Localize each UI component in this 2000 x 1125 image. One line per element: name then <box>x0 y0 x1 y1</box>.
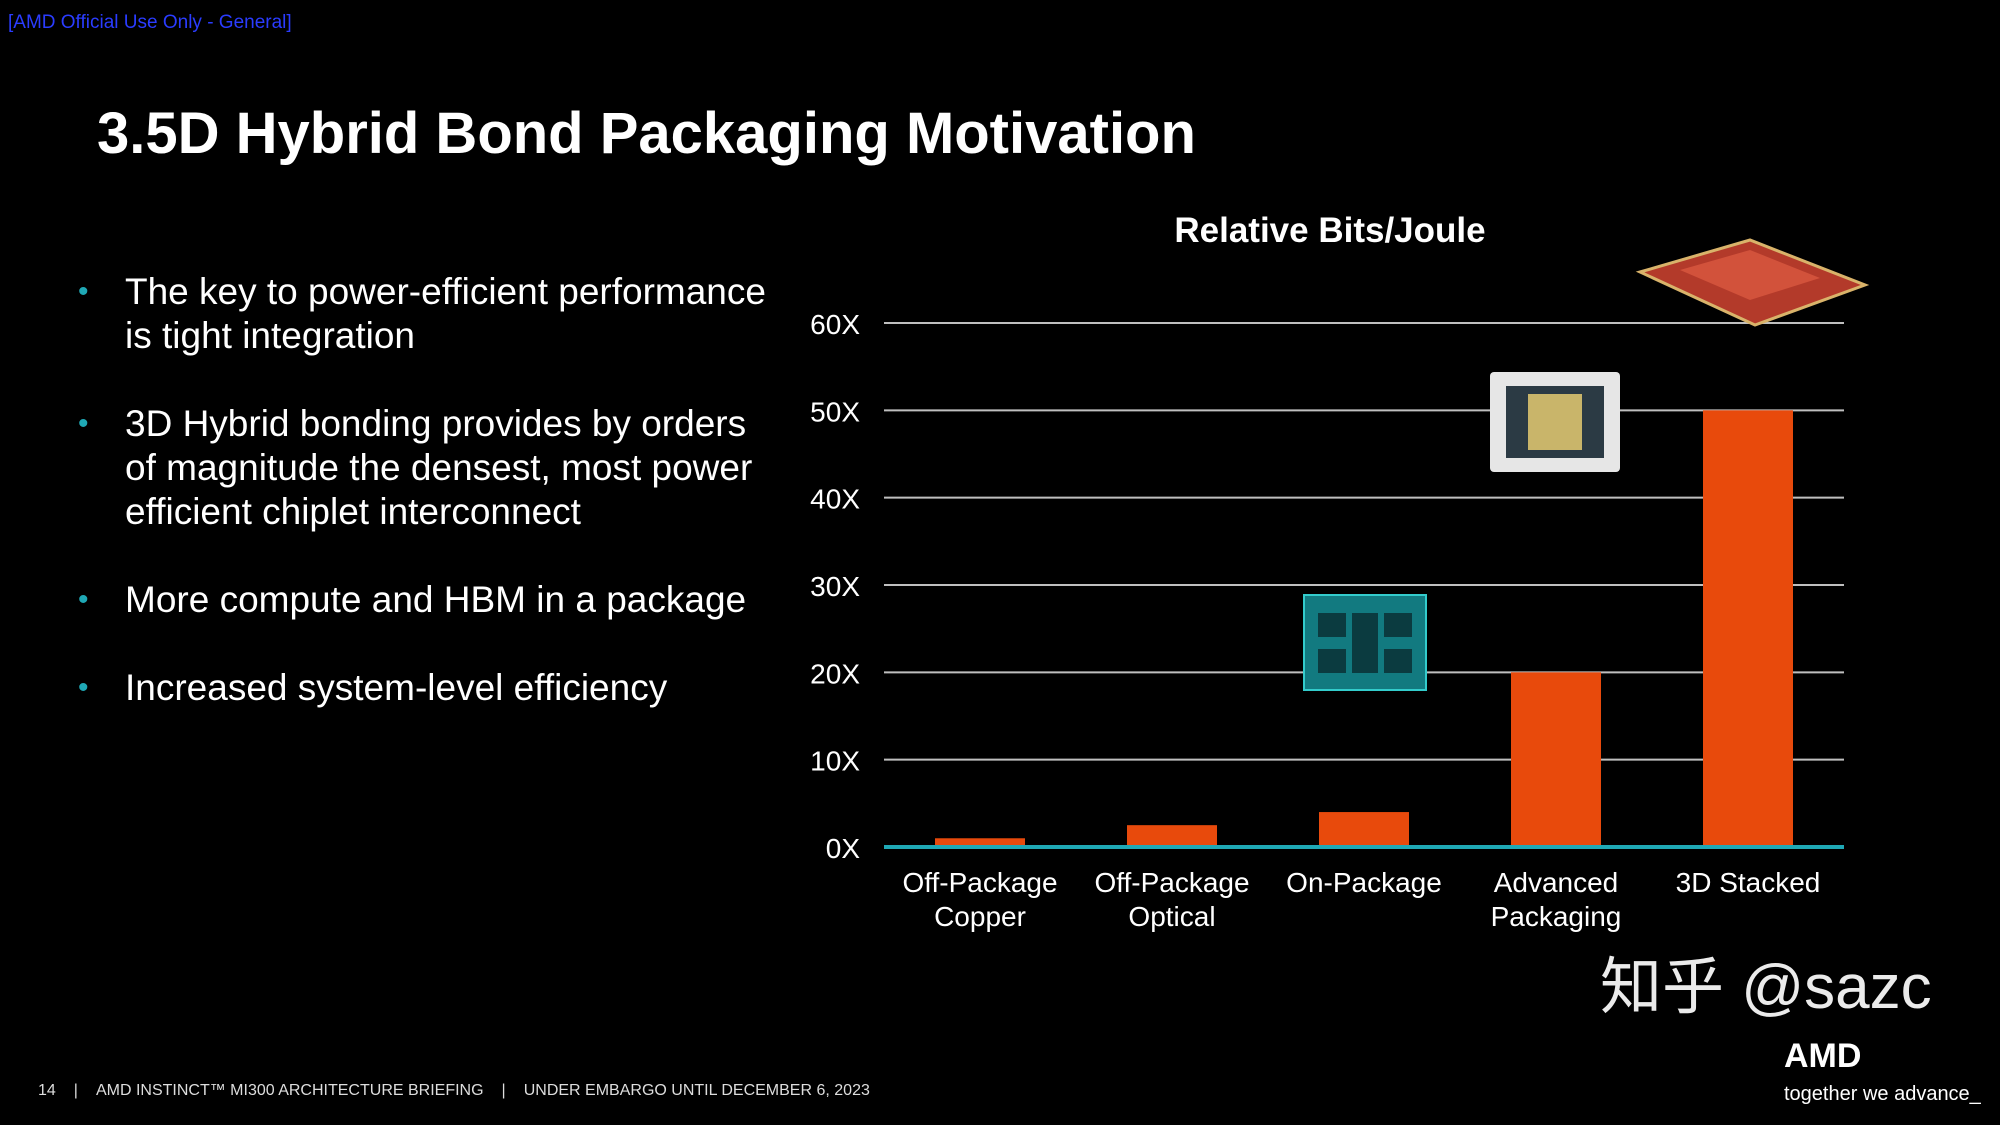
y-tick-label: 40X <box>810 484 860 515</box>
chip-die <box>1528 394 1582 450</box>
bullet-icon: • <box>78 671 89 704</box>
bullet-icon: • <box>78 583 89 616</box>
bullet-item: • Increased system-level efficiency <box>78 666 778 710</box>
bullet-text: Increased system-level efficiency <box>125 667 668 708</box>
bar <box>1319 812 1409 847</box>
x-tick-label: Advanced <box>1494 867 1619 898</box>
x-tick-label: Off-Package <box>1094 867 1249 898</box>
y-tick-label: 0X <box>826 833 861 864</box>
bullet-list: • The key to power-efficient performance … <box>78 270 778 754</box>
bar <box>1127 825 1217 847</box>
chiplet <box>1352 613 1378 673</box>
bar <box>1511 672 1601 847</box>
bullet-icon: • <box>78 407 89 440</box>
bullet-text: More compute and HBM in a package <box>125 579 747 620</box>
chiplet <box>1318 613 1346 637</box>
bullet-item: • More compute and HBM in a package <box>78 578 778 622</box>
bar <box>1703 410 1793 847</box>
chiplet <box>1384 613 1412 637</box>
chiplet <box>1318 649 1346 673</box>
x-tick-label: 3D Stacked <box>1676 867 1821 898</box>
bullet-text: 3D Hybrid bonding provides by orders of … <box>125 403 753 532</box>
bullet-text: The key to power-efficient performance i… <box>125 271 766 356</box>
amd-logo: AMD <box>1784 1037 1862 1075</box>
footer-text: AMD INSTINCT™ MI300 ARCHITECTURE BRIEFIN… <box>95 1082 484 1099</box>
separator: | <box>73 1082 78 1099</box>
embargo-text: UNDER EMBARGO UNTIL DECEMBER 6, 2023 <box>523 1082 870 1099</box>
classification-label: [AMD Official Use Only - General] <box>8 12 292 33</box>
x-tick-label: On-Package <box>1286 867 1442 898</box>
bullet-item: • The key to power-efficient performance … <box>78 270 778 358</box>
x-tick-label: Optical <box>1128 901 1215 932</box>
bar <box>935 838 1025 847</box>
chart-title: Relative Bits/Joule <box>1174 211 1485 250</box>
y-tick-label: 30X <box>810 571 860 602</box>
footer: 14 | AMD INSTINCT™ MI300 ARCHITECTURE BRIE… <box>38 1082 888 1100</box>
page-number: 14 <box>38 1082 56 1099</box>
x-tick-label: Packaging <box>1491 901 1622 932</box>
watermark: 知乎 @sazc <box>1600 953 1932 1022</box>
x-tick-label: Off-Package <box>902 867 1057 898</box>
bullet-item: • 3D Hybrid bonding provides by orders of… <box>78 402 778 534</box>
bullet-icon: • <box>78 275 89 308</box>
y-tick-label: 20X <box>810 658 860 689</box>
y-tick-label: 60X <box>810 309 860 340</box>
separator: | <box>501 1082 506 1099</box>
y-tick-label: 10X <box>810 746 860 777</box>
chiplet <box>1384 649 1412 673</box>
stacked-chip-die <box>1680 250 1820 300</box>
y-tick-label: 50X <box>810 396 860 427</box>
x-tick-label: Copper <box>934 901 1026 932</box>
logo-tagline: together we advance_ <box>1784 1083 1981 1105</box>
slide-title: 3.5D Hybrid Bond Packaging Motivation <box>97 101 1196 166</box>
